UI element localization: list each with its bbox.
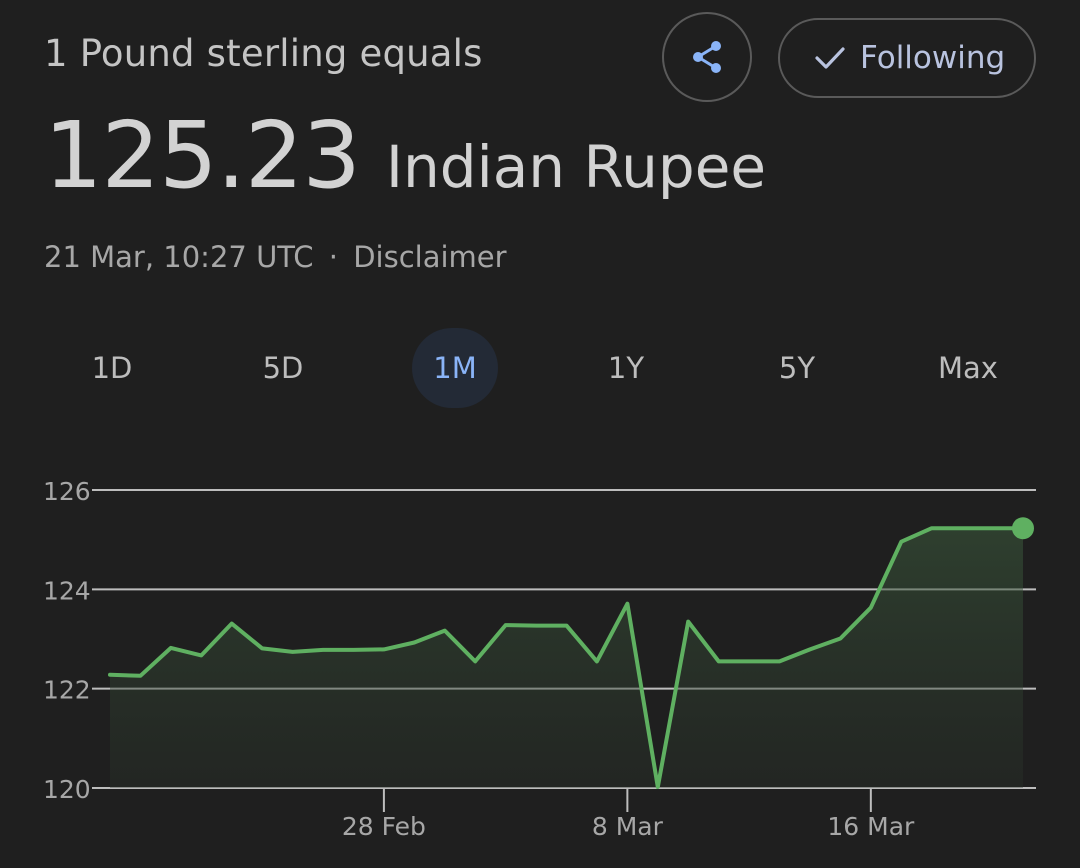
price-chart: 120 122 124 126 28 Feb 8 Mar 16 Mar <box>43 477 1036 841</box>
exchange-rate: 125.23 Indian Rupee <box>44 102 766 209</box>
timestamp: 21 Mar, 10:27 UTC <box>44 240 314 274</box>
share-button[interactable] <box>662 12 752 102</box>
y-tick-label: 126 <box>43 477 91 506</box>
range-tab-1y[interactable]: 1Y <box>607 351 645 385</box>
share-icon <box>693 41 721 73</box>
range-tab-max[interactable]: Max <box>938 351 998 385</box>
disclaimer-link[interactable]: Disclaimer <box>353 240 507 274</box>
x-tick-label: 16 Mar <box>827 812 915 841</box>
series-line <box>108 526 1025 789</box>
check-icon <box>815 47 845 69</box>
range-tab-5d[interactable]: 5D <box>262 351 304 385</box>
y-tick-label: 122 <box>43 676 91 705</box>
rate-currency: Indian Rupee <box>385 133 767 201</box>
last-point-marker <box>1012 517 1034 540</box>
y-tick-label: 124 <box>43 576 91 605</box>
timestamp-separator: · <box>328 240 338 274</box>
rate-value: 125.23 <box>44 102 361 209</box>
x-tick-label: 8 Mar <box>592 812 664 841</box>
header-subtitle: 1 Pound sterling equals <box>44 32 483 75</box>
range-tab-1d[interactable]: 1D <box>91 351 133 385</box>
x-tick-label: 28 Feb <box>342 812 426 841</box>
range-tab-1m[interactable]: 1M <box>412 328 498 408</box>
following-label: Following <box>860 40 1006 76</box>
range-tabs: 1D 5D 1M 1Y 5Y Max <box>27 328 1053 410</box>
timestamp-row: 21 Mar, 10:27 UTC · Disclaimer <box>44 240 507 274</box>
y-tick-label: 120 <box>43 775 91 804</box>
range-tab-5y[interactable]: 5Y <box>778 351 816 385</box>
series-area <box>110 528 1023 788</box>
following-button[interactable]: Following <box>778 18 1036 98</box>
